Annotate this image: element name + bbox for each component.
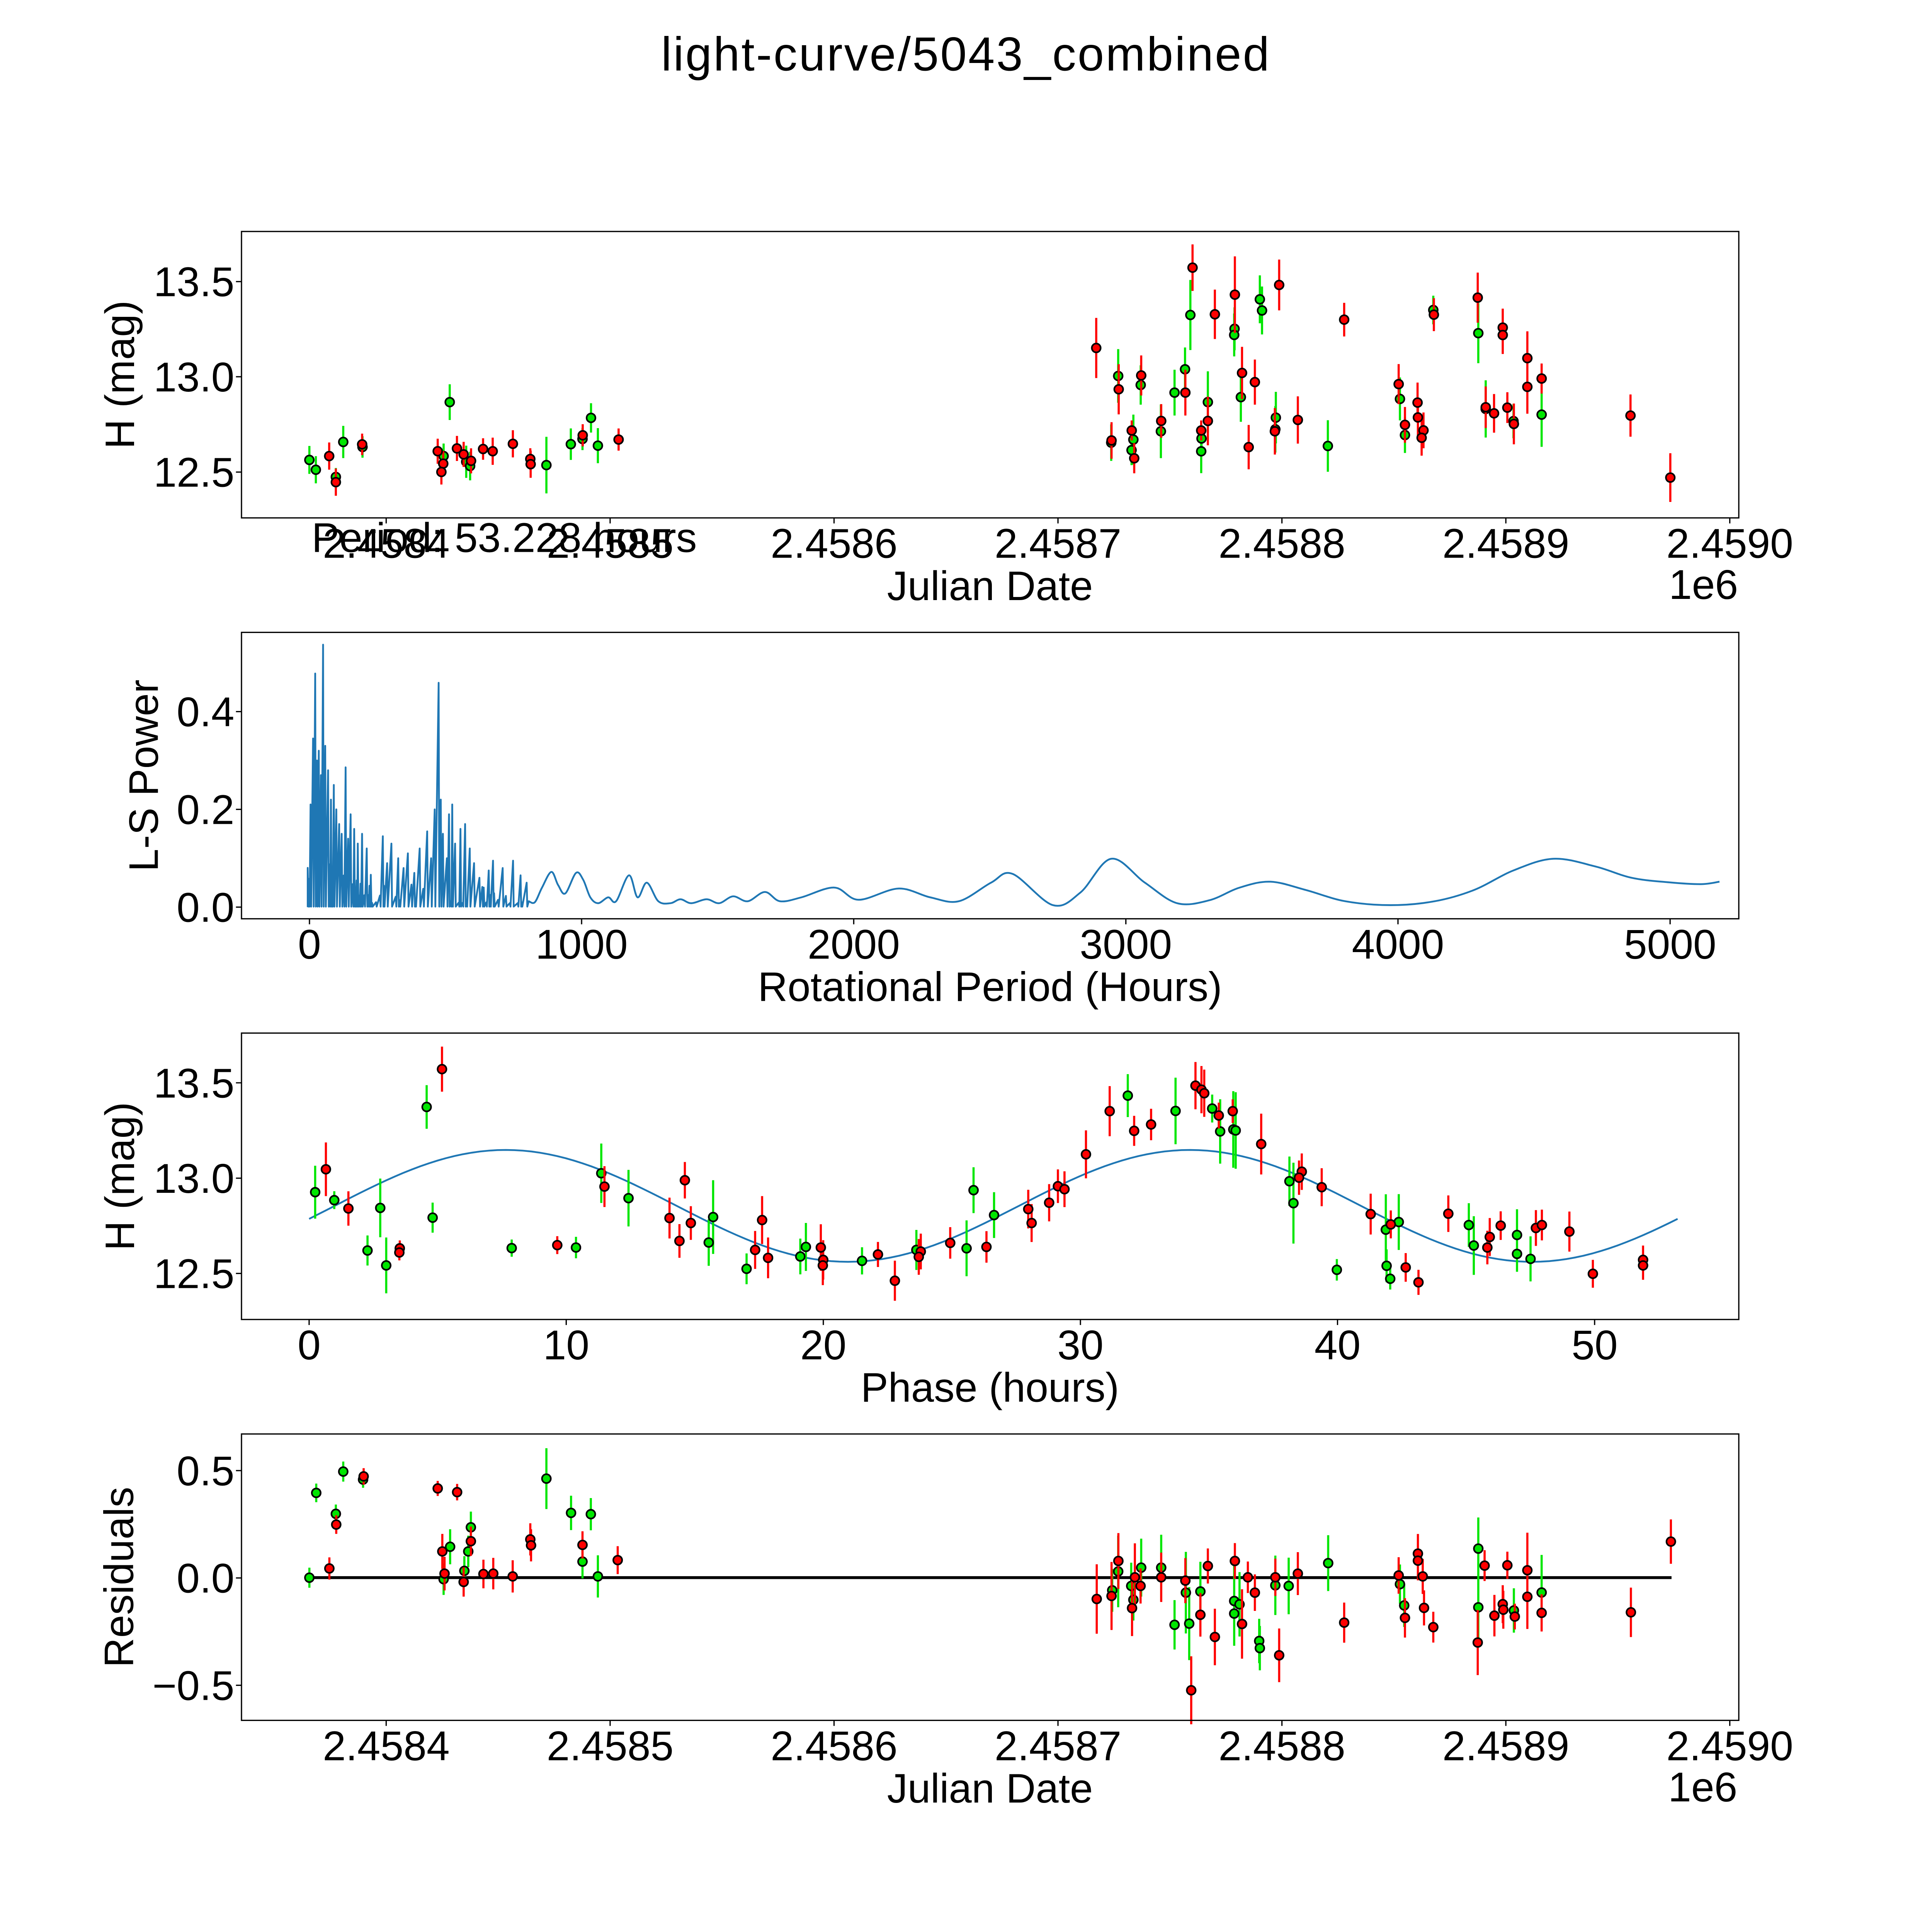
svg-text:Julian Date: Julian Date <box>887 563 1093 609</box>
svg-text:1e6: 1e6 <box>1668 1764 1737 1810</box>
svg-text:2.4587: 2.4587 <box>995 520 1121 567</box>
svg-text:2.4586: 2.4586 <box>770 520 897 567</box>
svg-text:13.5: 13.5 <box>153 259 234 305</box>
svg-text:Julian Date: Julian Date <box>887 1765 1093 1811</box>
svg-text:3000: 3000 <box>1080 921 1172 968</box>
svg-text:13.0: 13.0 <box>153 1155 234 1202</box>
svg-text:13.0: 13.0 <box>153 354 234 400</box>
svg-text:30: 30 <box>1057 1322 1103 1368</box>
svg-text:L-S Power: L-S Power <box>121 680 167 872</box>
svg-text:10: 10 <box>543 1322 589 1368</box>
svg-text:12.5: 12.5 <box>153 449 234 496</box>
svg-text:0.5: 0.5 <box>177 1448 234 1494</box>
svg-text:0.0: 0.0 <box>177 884 234 931</box>
svg-text:light-curve/5043_combined: light-curve/5043_combined <box>661 28 1271 81</box>
svg-text:40: 40 <box>1315 1322 1361 1368</box>
svg-text:Phase (hours): Phase (hours) <box>861 1364 1119 1410</box>
svg-text:4000: 4000 <box>1352 921 1444 968</box>
svg-text:2.4585: 2.4585 <box>547 1723 673 1769</box>
svg-text:0: 0 <box>298 921 321 968</box>
svg-text:2.4588: 2.4588 <box>1218 1723 1345 1769</box>
svg-text:H (mag): H (mag) <box>97 1102 143 1251</box>
svg-text:2.4584: 2.4584 <box>323 520 449 567</box>
svg-text:2.4587: 2.4587 <box>995 1723 1121 1769</box>
svg-text:2.4584: 2.4584 <box>323 1723 449 1769</box>
svg-text:2000: 2000 <box>808 921 900 968</box>
svg-text:Rotational Period (Hours): Rotational Period (Hours) <box>758 964 1222 1010</box>
svg-text:2.4585: 2.4585 <box>547 520 673 567</box>
svg-text:2.4589: 2.4589 <box>1442 520 1569 567</box>
svg-text:Residuals: Residuals <box>96 1487 142 1668</box>
svg-text:0: 0 <box>298 1322 321 1368</box>
svg-text:1000: 1000 <box>536 921 628 968</box>
svg-text:2.4590: 2.4590 <box>1666 1723 1793 1769</box>
svg-text:13.5: 13.5 <box>153 1060 234 1106</box>
svg-text:0.2: 0.2 <box>177 787 234 833</box>
svg-text:50: 50 <box>1571 1322 1617 1368</box>
svg-text:2.4586: 2.4586 <box>770 1723 897 1769</box>
svg-text:2.4589: 2.4589 <box>1442 1723 1569 1769</box>
svg-text:20: 20 <box>800 1322 846 1368</box>
svg-text:2.4588: 2.4588 <box>1218 520 1345 567</box>
svg-text:0.4: 0.4 <box>177 689 234 735</box>
svg-text:12.5: 12.5 <box>153 1251 234 1297</box>
svg-text:H (mag): H (mag) <box>97 300 143 449</box>
svg-text:Period: 53.228 hours: Period: 53.228 hours <box>311 515 697 561</box>
svg-text:0.0: 0.0 <box>177 1555 234 1602</box>
svg-text:2.4590: 2.4590 <box>1666 520 1793 567</box>
svg-text:−0.5: −0.5 <box>152 1662 234 1709</box>
svg-text:5000: 5000 <box>1624 921 1716 968</box>
svg-text:1e6: 1e6 <box>1669 561 1738 608</box>
